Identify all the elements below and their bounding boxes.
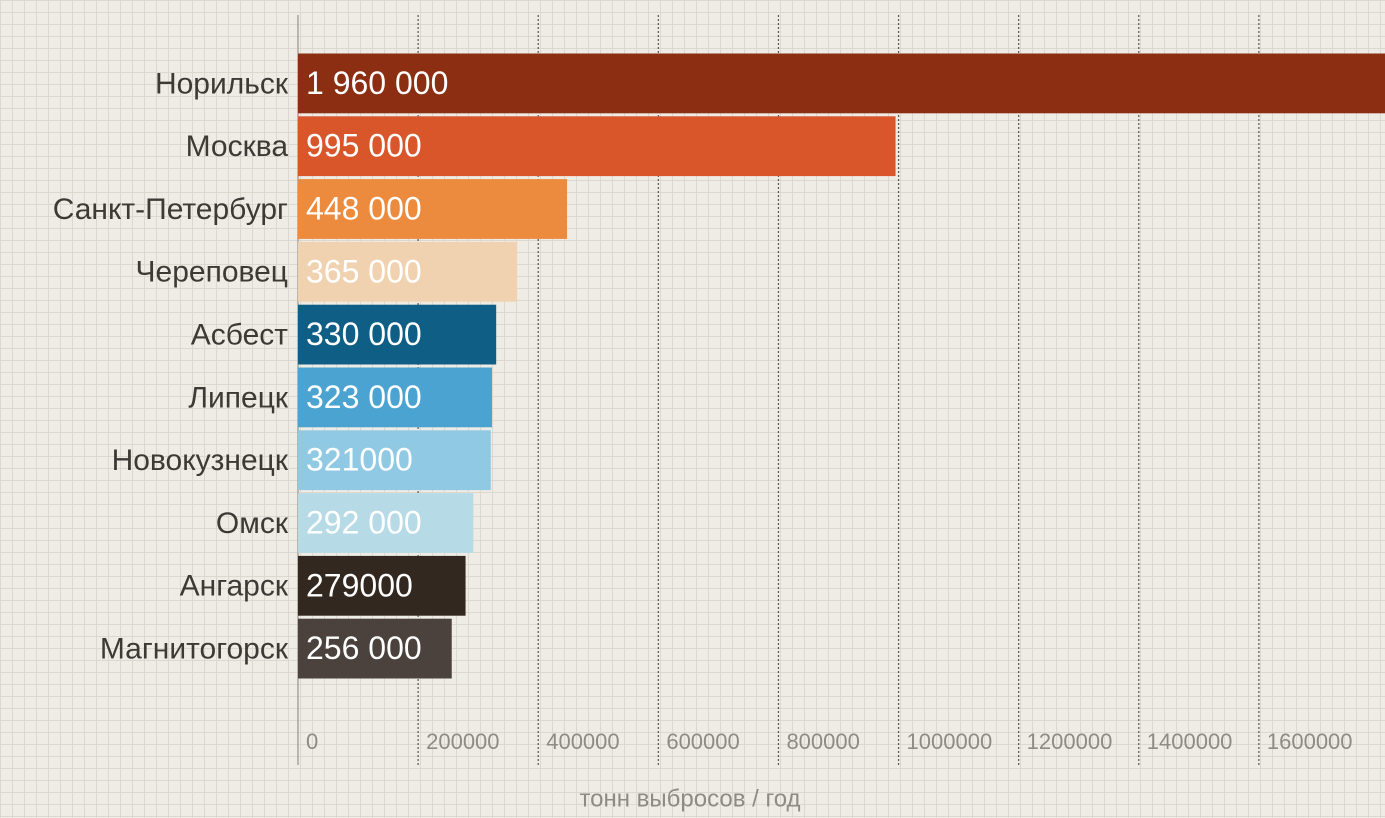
y-tick-label: Ангарск <box>180 570 289 603</box>
x-tick-label: 0 <box>306 729 318 754</box>
value-label: 292 000 <box>306 504 422 540</box>
y-tick-label: Череповец <box>136 256 288 289</box>
bar <box>298 304 497 365</box>
bar <box>298 430 491 491</box>
y-tick-label: Магнитогорск <box>100 633 289 666</box>
x-tick-label: 1600000 <box>1267 729 1353 754</box>
x-tick-label: 1200000 <box>1027 729 1113 754</box>
y-tick-label: Омск <box>216 507 289 540</box>
value-label: 279000 <box>306 567 413 603</box>
y-tick-label: Норильск <box>155 67 289 100</box>
x-tick-label: 800000 <box>786 729 859 754</box>
y-tick-label: Асбест <box>191 319 289 352</box>
y-tick-label: Липецк <box>188 381 289 414</box>
value-label: 995 000 <box>306 128 422 164</box>
y-tick-label: Санкт-Петербург <box>53 193 288 226</box>
y-tick-label: Новокузнецк <box>112 444 289 477</box>
value-label: 448 000 <box>306 190 422 226</box>
value-label: 256 000 <box>306 630 422 666</box>
bar <box>298 367 492 428</box>
bar <box>298 555 466 616</box>
value-label: 321000 <box>306 442 413 478</box>
x-tick-label: 1000000 <box>907 729 993 754</box>
bar <box>298 179 568 239</box>
x-tick-label: 400000 <box>546 729 619 754</box>
y-tick-label: Москва <box>186 130 289 163</box>
bar <box>298 241 518 302</box>
value-label: 323 000 <box>306 379 422 415</box>
value-label: 330 000 <box>306 316 422 352</box>
bar <box>298 116 896 177</box>
bar <box>298 53 1385 114</box>
value-label: 365 000 <box>306 253 422 289</box>
value-label: 1 960 000 <box>306 65 448 101</box>
x-tick-label: 600000 <box>666 729 739 754</box>
x-tick-label: 200000 <box>426 729 499 754</box>
bar <box>298 618 452 679</box>
x-axis-label: тонн выбросов / год <box>579 785 800 812</box>
bar <box>298 493 474 553</box>
x-tick-label: 1400000 <box>1147 729 1233 754</box>
